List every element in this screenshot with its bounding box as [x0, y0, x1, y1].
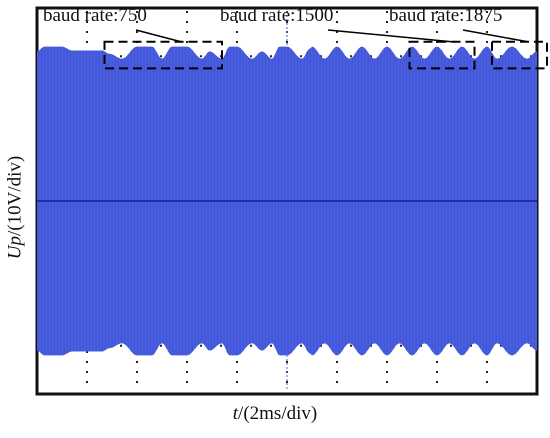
annotation-boxes	[103, 40, 548, 70]
y-axis-label: Up/(10V/div)	[4, 123, 26, 293]
y-axis-unit: /(10V/div)	[4, 155, 26, 236]
annotation-label-1500: baud rate:1500	[220, 5, 334, 26]
annotation-label-1875: baud rate:1875	[389, 5, 503, 26]
annotation-leader	[135, 29, 182, 43]
annotation-leaders	[135, 29, 528, 43]
x-axis-variable: t	[232, 403, 239, 424]
annotation-leader	[327, 29, 452, 43]
y-axis-variable: Up	[4, 236, 26, 260]
waveform	[37, 46, 537, 356]
annotation-box	[103, 40, 223, 70]
x-axis-unit: /(2ms/div)	[238, 403, 318, 424]
annotation-leader	[462, 29, 528, 43]
annotation-label-750: baud rate:750	[43, 5, 147, 26]
x-axis-label: t/(2ms/div)	[0, 404, 550, 423]
annotation-box	[408, 40, 476, 70]
